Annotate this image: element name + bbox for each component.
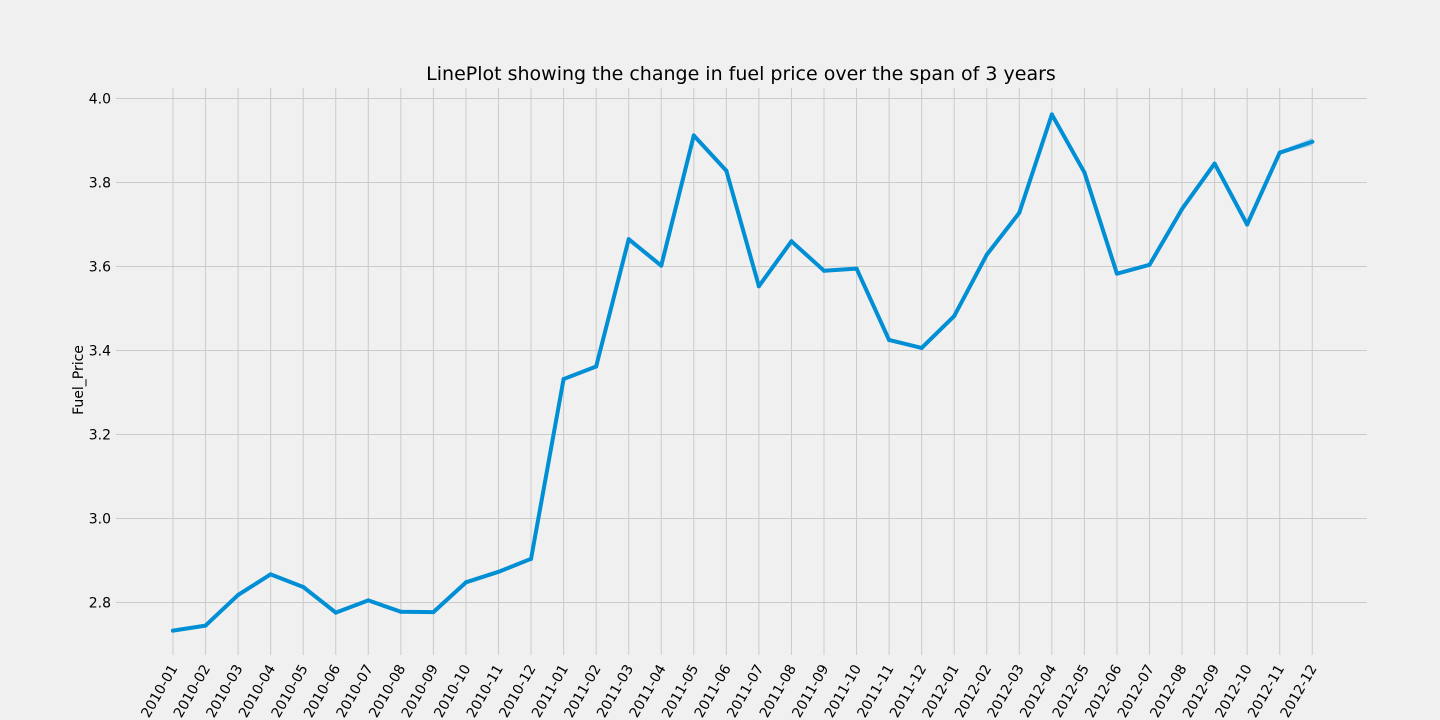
- y-tick-label: 2.8: [89, 596, 111, 612]
- data-point: [301, 584, 306, 589]
- data-point: [626, 237, 631, 242]
- data-point: [724, 168, 729, 173]
- fuel-price-line: [171, 112, 1315, 633]
- y-tick-label: 3.0: [89, 512, 111, 528]
- data-point: [268, 572, 273, 577]
- data-point: [236, 592, 241, 597]
- grid: [116, 88, 1367, 655]
- data-point: [659, 263, 664, 268]
- data-point: [203, 623, 208, 628]
- data-point: [463, 580, 468, 585]
- y-tick-label: 3.2: [89, 428, 111, 444]
- data-point: [1147, 262, 1152, 267]
- data-point: [984, 252, 989, 257]
- data-point: [756, 284, 761, 289]
- data-point: [529, 556, 534, 561]
- y-axis-label: Fuel_Price: [71, 345, 87, 415]
- data-point: [561, 377, 566, 382]
- data-point: [333, 610, 338, 615]
- data-point: [366, 598, 371, 603]
- data-point: [1017, 210, 1022, 215]
- y-axis-ticks: 2.8 3.0 3.2 3.4 3.6 3.8 4.0: [89, 92, 111, 612]
- series-layer: [171, 112, 1315, 633]
- data-point: [1082, 170, 1087, 175]
- data-point: [496, 569, 501, 574]
- data-point: [594, 364, 599, 369]
- y-tick-label: 3.6: [89, 260, 111, 276]
- data-point: [1277, 150, 1282, 155]
- y-tick-label: 4.0: [89, 92, 111, 108]
- chart-title: LinePlot showing the change in fuel pric…: [426, 63, 1056, 85]
- data-point: [1049, 112, 1054, 117]
- data-point: [1180, 206, 1185, 211]
- data-point: [171, 628, 175, 633]
- data-point: [398, 609, 403, 614]
- data-point: [1245, 222, 1250, 227]
- data-point: [1212, 161, 1217, 166]
- data-point: [919, 345, 924, 350]
- data-point: [789, 239, 794, 244]
- data-point: [952, 314, 957, 319]
- x-axis-ticks: 2010-012010-022010-032010-042010-052010-…: [138, 662, 1320, 720]
- data-point: [887, 338, 892, 342]
- data-point: [431, 610, 436, 615]
- data-point: [691, 133, 696, 138]
- y-tick-label: 3.8: [89, 176, 111, 192]
- data-point: [822, 268, 826, 273]
- data-point: [854, 266, 859, 271]
- data-point: [1114, 271, 1119, 276]
- y-tick-label: 3.4: [89, 344, 111, 360]
- data-point: [1310, 139, 1315, 144]
